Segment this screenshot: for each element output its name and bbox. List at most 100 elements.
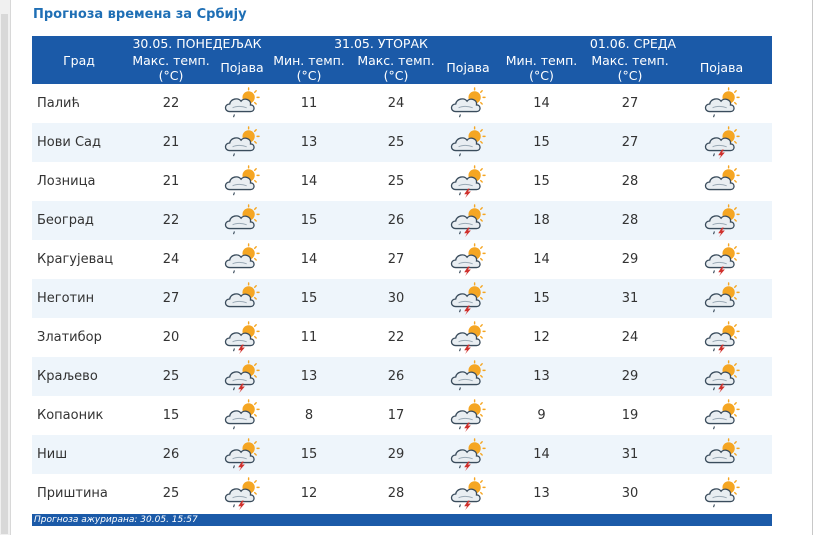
partly-cloudy-rain-icon xyxy=(220,164,264,199)
day3-min-cell: 13 xyxy=(494,474,589,513)
day2-phen-cell xyxy=(442,123,494,162)
partly-cloudy-thunderstorm-icon xyxy=(446,164,490,199)
city-cell: Лозница xyxy=(32,162,126,201)
table-row: Палић 22 11 24 14 27 xyxy=(32,84,773,123)
city-cell: Копаоник xyxy=(32,396,126,435)
day1-max-cell: 26 xyxy=(126,435,216,474)
day3-max-cell: 28 xyxy=(589,162,671,201)
day3-phen-cell xyxy=(671,318,773,357)
city-cell: Крагујевац xyxy=(32,240,126,279)
partly-cloudy-thunderstorm-icon xyxy=(700,359,744,394)
table-row: Нови Сад 21 13 25 15 27 xyxy=(32,123,773,162)
day3-date-header: 01.06. СРЕДА xyxy=(494,36,773,51)
city-cell: Краљево xyxy=(32,357,126,396)
day3-max-header: Макс. темп. (°C) xyxy=(589,51,671,84)
day3-phen-cell xyxy=(671,123,773,162)
day2-max-cell: 25 xyxy=(350,162,442,201)
day3-max-cell: 19 xyxy=(589,396,671,435)
partly-cloudy-rain-icon xyxy=(700,476,744,511)
city-cell: Палић xyxy=(32,84,126,123)
day1-max-cell: 15 xyxy=(126,396,216,435)
day3-phen-cell xyxy=(671,162,773,201)
page-scrollbar[interactable] xyxy=(0,0,11,535)
day2-min-cell: 15 xyxy=(268,201,350,240)
day3-max-cell: 31 xyxy=(589,279,671,318)
partly-cloudy-rain-icon xyxy=(220,398,264,433)
day1-phen-cell xyxy=(216,201,268,240)
day3-min-cell: 15 xyxy=(494,279,589,318)
day3-max-cell: 27 xyxy=(589,84,671,123)
city-cell: Ниш xyxy=(32,435,126,474)
day2-phen-cell xyxy=(442,201,494,240)
day2-phen-cell xyxy=(442,435,494,474)
scrollbar-thumb[interactable] xyxy=(1,14,8,534)
day3-min-cell: 15 xyxy=(494,162,589,201)
day3-max-cell: 30 xyxy=(589,474,671,513)
partly-cloudy-thunderstorm-icon xyxy=(446,242,490,277)
partly-cloudy-icon xyxy=(700,437,744,472)
day3-min-cell: 9 xyxy=(494,396,589,435)
partly-cloudy-icon xyxy=(700,164,744,199)
day2-min-cell: 11 xyxy=(268,318,350,357)
table-row: Приштина 25 12 28 13 30 xyxy=(32,474,773,513)
day3-phen-cell xyxy=(671,240,773,279)
city-cell: Београд xyxy=(32,201,126,240)
partly-cloudy-thunderstorm-icon xyxy=(446,437,490,472)
partly-cloudy-icon xyxy=(220,281,264,316)
day3-phen-cell xyxy=(671,396,773,435)
city-header: Град xyxy=(32,36,126,84)
header-columns-row: Макс. темп. (°C) Појава Мин. темп. (°C) … xyxy=(32,51,773,84)
day2-max-cell: 17 xyxy=(350,396,442,435)
city-cell: Нови Сад xyxy=(32,123,126,162)
day1-phen-cell xyxy=(216,123,268,162)
partly-cloudy-thunderstorm-icon xyxy=(446,476,490,511)
page-title: Прогноза времена за Србију xyxy=(33,7,247,22)
partly-cloudy-thunderstorm-icon xyxy=(446,203,490,238)
day2-max-cell: 29 xyxy=(350,435,442,474)
day3-min-cell: 15 xyxy=(494,123,589,162)
day2-min-cell: 14 xyxy=(268,162,350,201)
day1-phen-cell xyxy=(216,435,268,474)
city-cell: Неготин xyxy=(32,279,126,318)
day3-min-cell: 13 xyxy=(494,357,589,396)
day3-min-cell: 14 xyxy=(494,84,589,123)
partly-cloudy-thunderstorm-icon xyxy=(446,320,490,355)
day2-min-cell: 15 xyxy=(268,279,350,318)
partly-cloudy-rain-icon xyxy=(220,203,264,238)
day1-phen-cell xyxy=(216,84,268,123)
day2-max-cell: 25 xyxy=(350,123,442,162)
day3-phen-cell xyxy=(671,357,773,396)
day3-phen-cell xyxy=(671,474,773,513)
day2-phen-cell xyxy=(442,318,494,357)
day2-min-cell: 12 xyxy=(268,474,350,513)
partly-cloudy-rain-icon xyxy=(220,242,264,277)
day3-min-cell: 12 xyxy=(494,318,589,357)
partly-cloudy-thunderstorm-icon xyxy=(700,125,744,160)
day2-phen-cell xyxy=(442,357,494,396)
day1-phen-cell xyxy=(216,318,268,357)
forecast-table: Град 30.05. ПОНЕДЕЉАК 31.05. УТОРАК 01.0… xyxy=(32,36,773,513)
day3-phen-cell xyxy=(671,201,773,240)
day2-min-header: Мин. темп. (°C) xyxy=(268,51,350,84)
day2-min-cell: 15 xyxy=(268,435,350,474)
day1-phen-cell xyxy=(216,474,268,513)
update-footer: Прогноза ажурирана: 30.05. 15:57 xyxy=(32,514,772,526)
day3-max-cell: 28 xyxy=(589,201,671,240)
partly-cloudy-thunderstorm-icon xyxy=(700,242,744,277)
partly-cloudy-thunderstorm-icon xyxy=(700,203,744,238)
day1-phen-cell xyxy=(216,357,268,396)
day2-phen-cell xyxy=(442,279,494,318)
day1-phen-cell xyxy=(216,396,268,435)
day2-max-cell: 26 xyxy=(350,201,442,240)
table-row: Краљево 25 13 26 13 29 xyxy=(32,357,773,396)
day3-min-cell: 14 xyxy=(494,240,589,279)
day2-min-cell: 11 xyxy=(268,84,350,123)
day1-phen-cell xyxy=(216,240,268,279)
partly-cloudy-thunderstorm-icon xyxy=(446,398,490,433)
day2-phen-cell xyxy=(442,162,494,201)
day2-max-cell: 26 xyxy=(350,357,442,396)
day1-max-cell: 25 xyxy=(126,474,216,513)
table-row: Неготин 27 15 30 15 31 xyxy=(32,279,773,318)
header-dates-row: Град 30.05. ПОНЕДЕЉАК 31.05. УТОРАК 01.0… xyxy=(32,36,773,84)
day1-max-cell: 24 xyxy=(126,240,216,279)
